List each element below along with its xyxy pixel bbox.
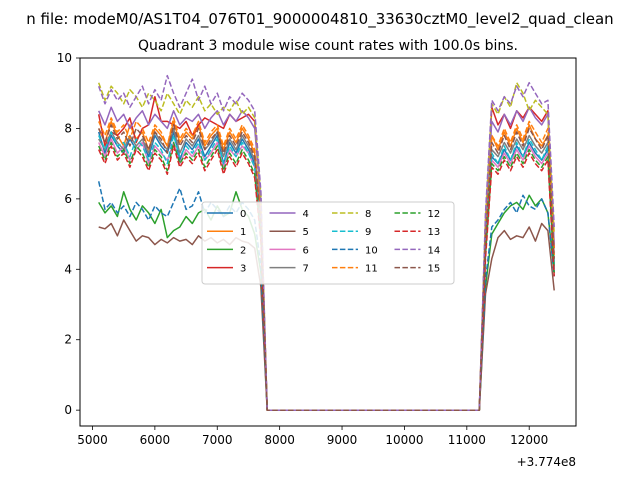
legend-label: 0: [240, 209, 246, 220]
series-line-7: [98, 127, 555, 411]
y-tick-label: 6: [64, 192, 72, 206]
y-axis: 0 2 4 6 8 10: [57, 51, 80, 417]
legend-label: 8: [365, 209, 371, 220]
legend-label: 1: [240, 227, 246, 238]
x-tick-label: 11000: [448, 433, 486, 447]
legend-label: 15: [428, 264, 441, 275]
legend-label: 5: [303, 227, 309, 238]
series-line-11: [98, 117, 555, 411]
legend-label: 7: [303, 264, 309, 275]
legend-label: 3: [240, 264, 246, 275]
x-tick-label: 9000: [327, 433, 358, 447]
axes-frame: [79, 57, 577, 427]
series-line-9: [98, 131, 555, 411]
y-tick-label: 10: [57, 51, 72, 65]
legend-label: 14: [428, 245, 441, 256]
y-tick-label: 2: [64, 333, 72, 347]
series-line-8: [97, 81, 555, 411]
series-line-4: [98, 106, 555, 411]
series-line-6: [98, 138, 555, 411]
legend-label: 2: [240, 245, 246, 256]
legend-box: [201, 201, 455, 285]
chart-title: Quadrant 3 module wise count rates with …: [138, 38, 518, 54]
series-line-13: [98, 145, 555, 411]
series-line-12: [98, 141, 555, 411]
series-line-15: [98, 124, 555, 411]
x-tick-label: 8000: [264, 433, 295, 447]
x-tick-label: 10000: [385, 433, 423, 447]
series-line-14: [97, 74, 555, 411]
legend-label: 10: [365, 245, 378, 256]
x-tick-label: 6000: [140, 433, 171, 447]
legend-label: 4: [303, 209, 309, 220]
legend-label: 11: [365, 264, 378, 275]
x-tick-label: 7000: [202, 433, 233, 447]
figure-suptitle: n file: modeM0/AS1T04_076T01_9000004810_…: [26, 10, 613, 29]
y-tick-label: 4: [64, 262, 72, 276]
legend-label: 13: [428, 227, 441, 238]
x-offset-label: +3.774e8: [517, 455, 576, 469]
legend-label: 12: [428, 209, 441, 220]
legend-label: 6: [303, 245, 309, 256]
x-tick-label: 5000: [77, 433, 108, 447]
y-tick-label: 8: [64, 121, 72, 135]
x-axis: 5000 6000 7000 8000 9000 10000 11000 12000: [77, 426, 548, 447]
x-tick-label: 12000: [510, 433, 548, 447]
y-tick-label: 0: [64, 403, 72, 417]
legend-label: 9: [365, 227, 371, 238]
